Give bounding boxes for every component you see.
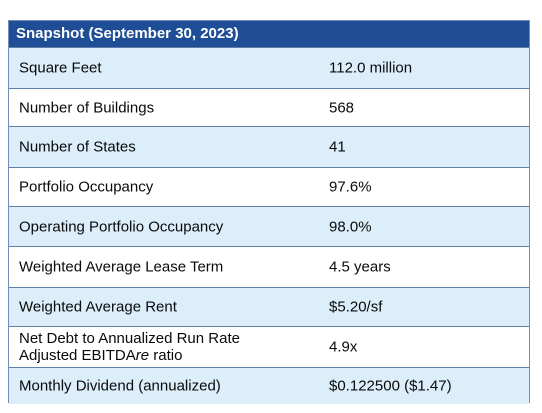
row-label-line2-prefix: Adjusted EBITDA <box>19 347 136 364</box>
row-label: Number of States <box>19 138 136 156</box>
row-label: Operating Portfolio Occupancy <box>19 218 224 235</box>
table-row-number-of-buildings: Number of Buildings 568 <box>9 88 529 126</box>
table-header: Snapshot (September 30, 2023) <box>9 21 529 47</box>
table-row-net-debt-ratio: Net Debt to Annualized Run Rate Adjusted … <box>9 326 529 367</box>
table-row-square-feet: Square Feet 112.0 million <box>9 47 529 88</box>
table-row-portfolio-occupancy: Portfolio Occupancy 97.6% <box>9 167 529 206</box>
row-label: Weighted Average Lease Term <box>19 258 224 276</box>
table-body: Square Feet 112.0 million Number of Buil… <box>9 47 529 404</box>
row-value: 4.9x <box>329 338 358 356</box>
row-label: Number of Buildings <box>19 99 155 116</box>
table-row-weighted-average-rent: Weighted Average Rent $5.20/sf <box>9 287 529 326</box>
row-label: Weighted Average Rent <box>19 298 177 316</box>
row-label: Square Feet <box>19 59 102 77</box>
row-value: $5.20/sf <box>329 298 383 316</box>
row-label-line2-suffix: ratio <box>149 347 183 364</box>
snapshot-table: Snapshot (September 30, 2023) Square Fee… <box>8 20 530 404</box>
row-value: 568 <box>329 99 355 116</box>
row-value: 112.0 million <box>329 59 413 77</box>
row-value: $0.122500 ($1.47) <box>329 377 452 395</box>
row-value: 41 <box>329 138 346 156</box>
table-row-monthly-dividend: Monthly Dividend (annualized) $0.122500 … <box>9 367 529 404</box>
row-label-line1: Net Debt to Annualized Run Rate <box>19 330 240 347</box>
table-row-operating-portfolio-occupancy: Operating Portfolio Occupancy 98.0% <box>9 206 529 246</box>
row-label: Portfolio Occupancy <box>19 178 154 196</box>
table-row-weighted-average-lease-term: Weighted Average Lease Term 4.5 years <box>9 246 529 287</box>
row-label: Net Debt to Annualized Run Rate Adjusted … <box>19 330 240 364</box>
row-label-line2-italic: re <box>135 347 150 364</box>
row-value: 4.5 years <box>329 258 391 276</box>
row-value: 97.6% <box>329 178 372 196</box>
row-label: Monthly Dividend (annualized) <box>19 377 221 395</box>
row-value: 98.0% <box>329 218 372 235</box>
table-row-number-of-states: Number of States 41 <box>9 126 529 167</box>
